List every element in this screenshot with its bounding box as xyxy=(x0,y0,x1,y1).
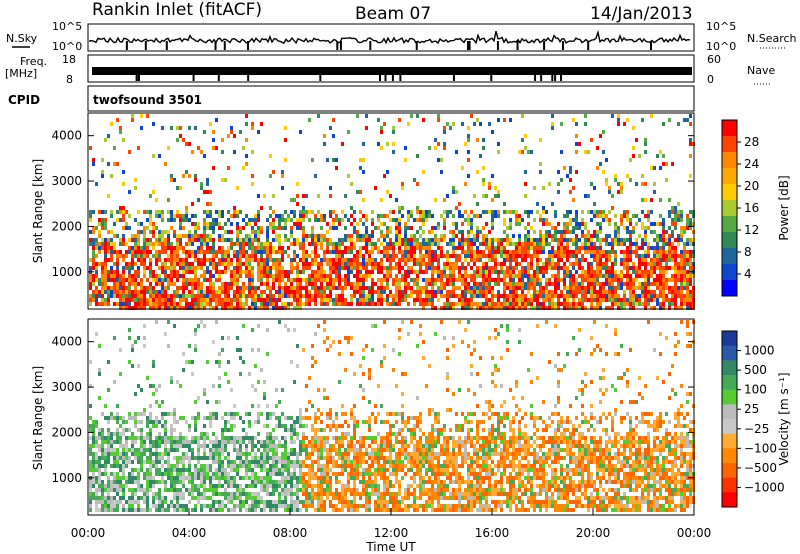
colorbar-tick-label: 25 xyxy=(744,402,759,416)
cpid-panel-frame xyxy=(87,85,695,112)
colorbar-tick-label: 100 xyxy=(744,383,767,397)
colorbar-swatch xyxy=(722,345,737,361)
colorbar-swatch xyxy=(722,375,737,391)
colorbar-swatch xyxy=(722,433,737,449)
colorbar-swatch xyxy=(722,120,737,137)
colorbar-swatch xyxy=(722,331,737,347)
y-tick-label: 1000 xyxy=(51,265,82,279)
colorbar-swatch xyxy=(722,200,737,217)
colorbar-tick-label: 1000 xyxy=(744,344,775,358)
colorbar-swatch xyxy=(722,232,737,249)
freq-right-tick-bottom: 0 xyxy=(707,73,714,86)
colorbar-tick-label: −100 xyxy=(744,441,777,455)
freq-left-tick-top: 18 xyxy=(62,53,76,66)
cpid-label: CPID xyxy=(8,93,40,107)
power-panel: 1000 2000 3000 4000 Slant Range [km] xyxy=(31,112,695,310)
velocity-colorbar-frame xyxy=(721,330,738,508)
colorbar-swatch xyxy=(722,448,737,464)
y-tick-label: 2000 xyxy=(51,219,82,233)
noise-right-ybottom: 10^0 xyxy=(706,40,736,53)
colorbar-tick-label: −25 xyxy=(744,422,769,436)
velocity-colorbar: 1000 500 100 25 −25 −100 −500 −1000 Velocity [m… xyxy=(721,330,791,508)
freq-label-line2: [MHz] xyxy=(5,67,37,80)
colorbar-swatch xyxy=(722,264,737,281)
x-tick-label: 20:00 xyxy=(576,526,611,540)
colorbar-swatch xyxy=(722,168,737,185)
power-panel-frame xyxy=(87,112,695,310)
noise-right-ytop: 10^5 xyxy=(706,20,736,33)
colorbar-tick-label: 20 xyxy=(744,179,759,193)
colorbar-tick-label: 500 xyxy=(744,363,767,377)
noise-right-label: N.Search xyxy=(747,32,797,45)
power-data-cells xyxy=(89,114,695,310)
colorbar-swatch xyxy=(722,492,737,508)
station-title: Rankin Inlet (fitACF) xyxy=(92,0,262,20)
velocity-data-cells xyxy=(89,320,695,512)
y-tick-label: 4000 xyxy=(51,335,82,349)
beam-title: Beam 07 xyxy=(355,4,431,24)
y-tick-label: 2000 xyxy=(51,425,82,439)
colorbar-tick-label: 4 xyxy=(744,267,752,281)
noise-sky-line xyxy=(89,29,691,45)
freq-left-tick-bottom: 8 xyxy=(66,73,73,86)
x-tick-label: 00:00 xyxy=(677,526,712,540)
x-tick-label: 12:00 xyxy=(374,526,409,540)
y-tick-label: 3000 xyxy=(51,174,82,188)
colorbar-tick-label: −500 xyxy=(744,461,777,475)
power-y-label: Slant Range [km] xyxy=(31,159,45,263)
y-tick-label: 1000 xyxy=(51,471,82,485)
x-tick-label: 04:00 xyxy=(172,526,207,540)
colorbar-swatch xyxy=(722,136,737,153)
colorbar-tick-label: −1000 xyxy=(744,480,785,494)
velocity-colorbar-ticks: 1000 500 100 25 −25 −100 −500 −1000 xyxy=(737,344,785,494)
velocity-y-label: Slant Range [km] xyxy=(31,366,45,470)
x-tick-label: 08:00 xyxy=(273,526,308,540)
colorbar-swatch xyxy=(722,360,737,376)
colorbar-swatch xyxy=(722,419,737,435)
colorbar-swatch xyxy=(722,404,737,420)
freq-spikes xyxy=(135,74,563,81)
date-title: 14/Jan/2013 xyxy=(590,4,693,24)
noise-left-ybottom: 10^0 xyxy=(52,40,82,53)
power-y-ticks: 1000 2000 3000 4000 xyxy=(51,129,694,279)
colorbar-tick-label: 16 xyxy=(744,201,759,215)
noise-left-label: N.Sky xyxy=(6,32,38,45)
noise-trace xyxy=(89,29,691,50)
power-colorbar-label: Power [dB] xyxy=(777,175,791,240)
freq-right-tick-top: 60 xyxy=(707,53,721,66)
colorbar-swatch xyxy=(722,152,737,169)
power-colorbar-swatches xyxy=(722,120,737,297)
colorbar-swatch xyxy=(722,389,737,405)
x-tick-label: 16:00 xyxy=(475,526,510,540)
power-colorbar-ticks: 28 24 20 16 12 8 4 xyxy=(737,135,759,281)
colorbar-tick-label: 24 xyxy=(744,157,759,171)
colorbar-swatch xyxy=(722,463,737,479)
velocity-colorbar-swatches xyxy=(722,331,737,508)
colorbar-swatch xyxy=(722,280,737,297)
y-tick-label: 3000 xyxy=(51,380,82,394)
velocity-y-ticks: 1000 2000 3000 4000 xyxy=(51,335,694,485)
colorbar-swatch xyxy=(722,184,737,201)
time-x-ticks: 00:00 04:00 08:00 12:00 16:00 20:00 00:00 xyxy=(71,508,712,540)
y-tick-label: 4000 xyxy=(51,129,82,143)
velocity-colorbar-label: Velocity [m s⁻¹] xyxy=(777,372,791,465)
freq-label-line1: Freq. xyxy=(20,55,47,68)
power-colorbar: 28 24 20 16 12 8 4 Power [dB] xyxy=(721,119,791,297)
cpid-value: twofsound 3501 xyxy=(93,93,202,107)
colorbar-swatch xyxy=(722,216,737,233)
freq-trace xyxy=(92,67,692,75)
noise-panel-frame xyxy=(87,23,695,52)
nave-label: Nave xyxy=(747,64,775,77)
colorbar-tick-label: 8 xyxy=(744,245,752,259)
time-x-label: Time UT xyxy=(365,540,416,554)
colorbar-tick-label: 12 xyxy=(744,223,759,237)
colorbar-tick-label: 28 xyxy=(744,135,759,149)
colorbar-swatch xyxy=(722,248,737,265)
x-tick-label: 00:00 xyxy=(71,526,106,540)
colorbar-swatch xyxy=(722,477,737,493)
noise-left-ytop: 10^5 xyxy=(52,20,82,33)
